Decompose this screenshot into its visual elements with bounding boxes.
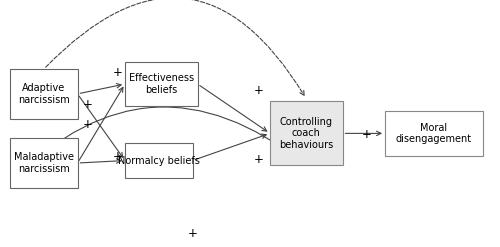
FancyBboxPatch shape	[270, 101, 342, 165]
Text: +: +	[362, 128, 372, 141]
Text: +: +	[254, 153, 264, 166]
FancyBboxPatch shape	[125, 143, 192, 178]
Text: Controlling
coach
behaviours: Controlling coach behaviours	[279, 117, 334, 150]
Text: +: +	[112, 66, 122, 79]
Text: Effectiveness
beliefs: Effectiveness beliefs	[128, 73, 194, 95]
Text: +: +	[188, 227, 198, 240]
Text: Maladaptive
narcissism: Maladaptive narcissism	[14, 152, 74, 174]
FancyBboxPatch shape	[125, 62, 198, 106]
FancyBboxPatch shape	[10, 138, 78, 188]
Text: Adaptive
narcissism: Adaptive narcissism	[18, 83, 70, 105]
Text: Normalcy beliefs: Normalcy beliefs	[118, 156, 200, 165]
Text: Moral
disengagement: Moral disengagement	[396, 123, 472, 144]
FancyBboxPatch shape	[385, 111, 482, 156]
Text: +: +	[82, 99, 92, 111]
FancyBboxPatch shape	[10, 69, 78, 119]
Text: +: +	[82, 118, 92, 131]
Text: +: +	[254, 84, 264, 97]
Text: +: +	[112, 150, 122, 163]
